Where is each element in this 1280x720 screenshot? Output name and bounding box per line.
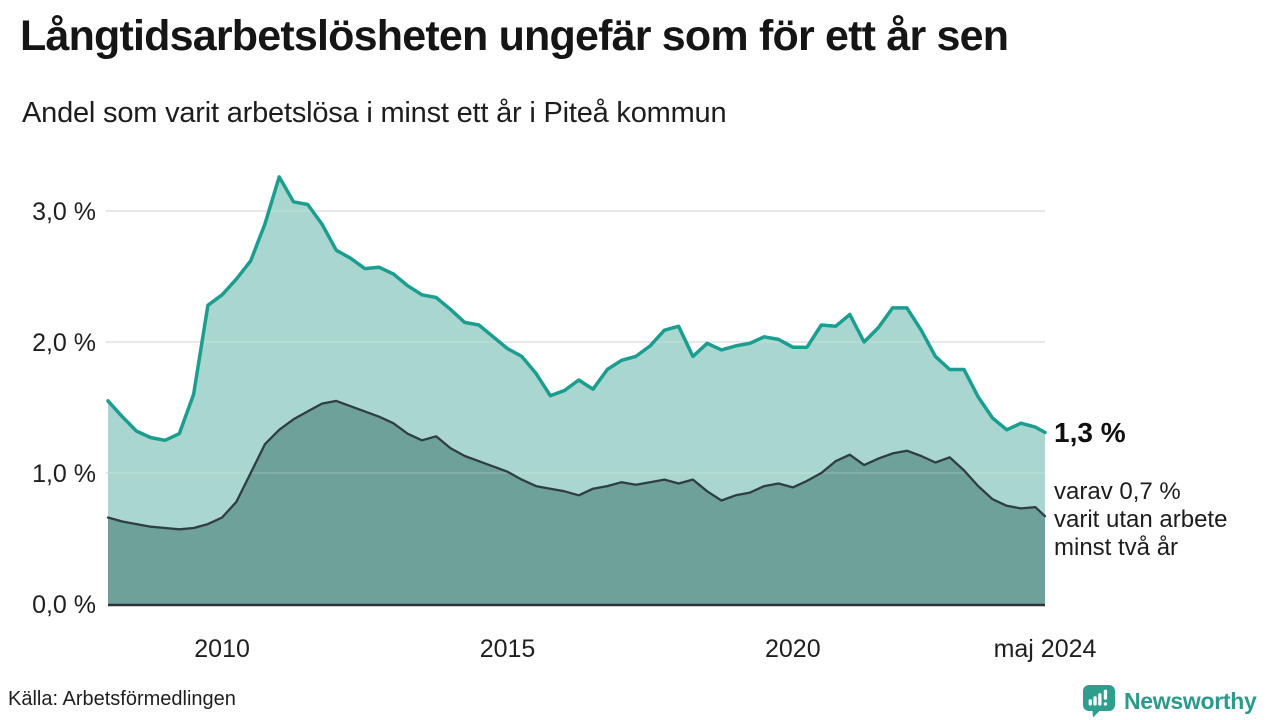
y-tick-label: 3,0 %: [32, 198, 96, 226]
end-value-label: 1,3 %: [1054, 417, 1126, 448]
source-note: Källa: Arbetsförmedlingen: [8, 688, 236, 710]
line-min-two-years: [106, 399, 1047, 531]
y-tick-label: 2,0 %: [32, 329, 96, 357]
newsworthy-logo-text: Newsworthy: [1124, 687, 1257, 714]
y-tick-label: 0,0 %: [32, 591, 96, 619]
y-tick-label: 1,0 %: [32, 460, 96, 488]
end-value-detail: varav 0,7 % varit utan arbete minst två …: [1054, 478, 1228, 561]
chart-subtitle: Andel som varit arbetslösa i minst ett å…: [22, 97, 727, 129]
x-tick-label: maj 2024: [994, 635, 1097, 663]
page-title: Långtidsarbetslösheten ungefär som för e…: [20, 12, 1009, 60]
newsworthy-logo: Newsworthy: [1082, 682, 1257, 720]
line-min-one-year: [106, 175, 1047, 443]
area-min-two-years: [108, 400, 1045, 604]
x-tick-label: 2015: [480, 635, 536, 663]
newsworthy-logo-icon: [1083, 685, 1115, 718]
x-tick-label: 2010: [194, 635, 250, 663]
x-tick-label: 2020: [765, 635, 821, 663]
